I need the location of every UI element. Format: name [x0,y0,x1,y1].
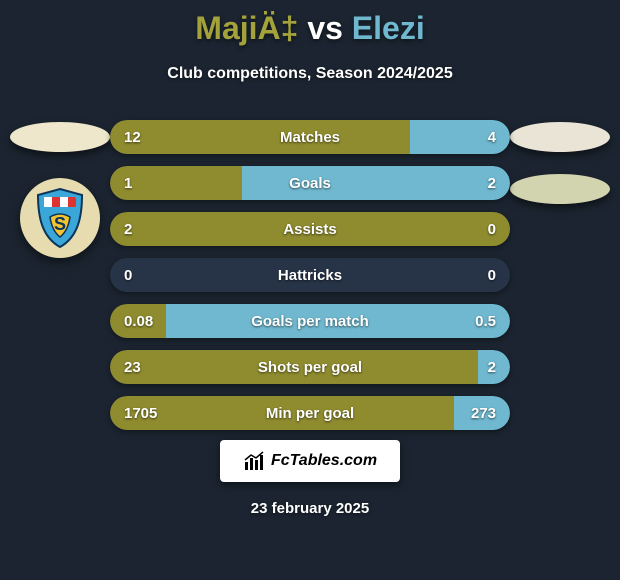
badge-ellipse-bottom-right [510,174,610,204]
stat-label: Goals [110,166,510,200]
chart-icon [243,450,265,472]
stat-value-right: 0 [488,212,496,246]
title-vs: vs [307,10,343,46]
stat-value-right: 0.5 [475,304,496,338]
date-label: 23 february 2025 [0,500,620,517]
stat-label: Assists [110,212,510,246]
badge-ellipse-top-right [510,122,610,152]
stat-value-right: 0 [488,258,496,292]
stat-row: 1705Min per goal273 [110,396,510,430]
club-crest: S [20,178,100,258]
stat-row: 1Goals2 [110,166,510,200]
title-player2: Elezi [352,10,425,46]
stat-row: 12Matches4 [110,120,510,154]
badge-ellipse-top-left [10,122,110,152]
stats-container: 12Matches41Goals22Assists00Hattricks00.0… [110,120,510,442]
subtitle: Club competitions, Season 2024/2025 [0,65,620,83]
stat-row: 0.08Goals per match0.5 [110,304,510,338]
stat-value-right: 273 [471,396,496,430]
title-player1: MajiÄ‡ [195,10,298,46]
svg-text:S: S [54,214,66,234]
stat-value-right: 4 [488,120,496,154]
stat-value-right: 2 [488,350,496,384]
shield-icon: S [34,187,86,249]
brand-text: FcTables.com [271,452,377,470]
stat-label: Min per goal [110,396,510,430]
brand-box[interactable]: FcTables.com [220,440,400,482]
stat-row: 2Assists0 [110,212,510,246]
stat-row: 23Shots per goal2 [110,350,510,384]
stat-row: 0Hattricks0 [110,258,510,292]
stat-value-right: 2 [488,166,496,200]
stat-label: Matches [110,120,510,154]
stat-label: Goals per match [110,304,510,338]
stat-label: Shots per goal [110,350,510,384]
stat-label: Hattricks [110,258,510,292]
